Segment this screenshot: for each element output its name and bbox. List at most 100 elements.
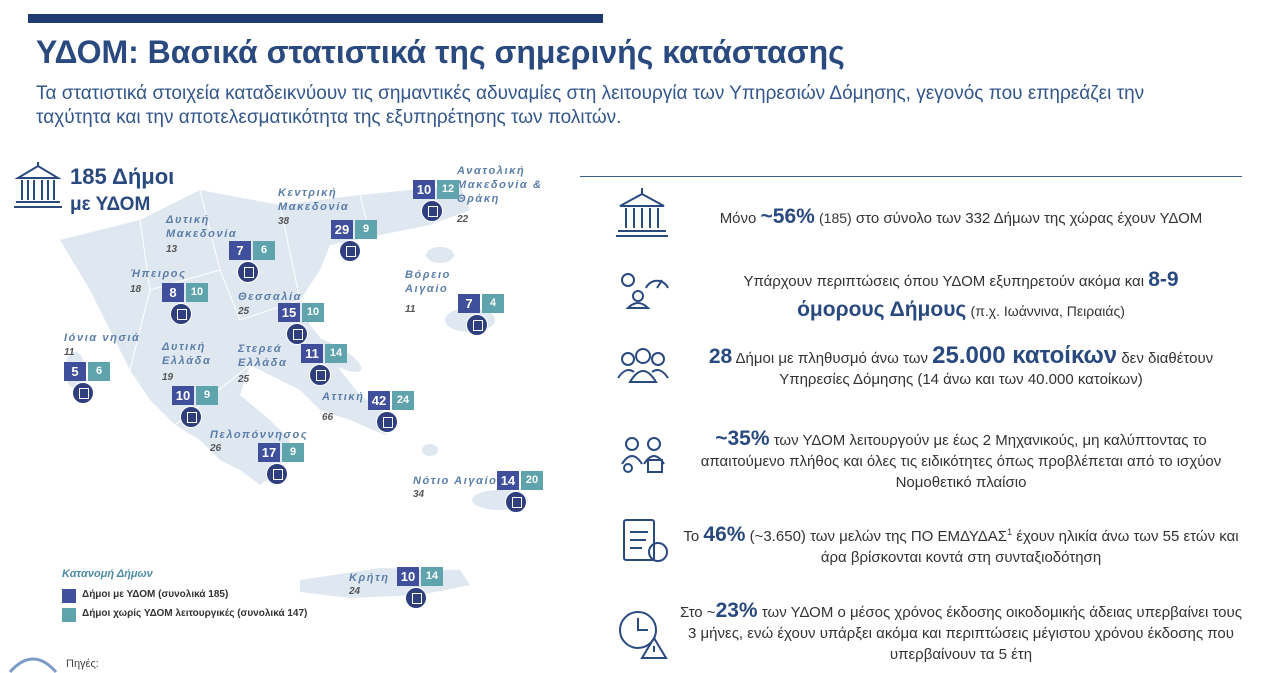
stat: Στο ~23% των ΥΔΟΜ ο μέσος χρόνος έκδοσης… xyxy=(676,600,1246,665)
stat-highlight: 25.000 κατοίκων xyxy=(932,342,1118,369)
count-without: 9 xyxy=(196,386,218,405)
region-counts: 10 12 xyxy=(413,180,459,199)
region-counts: 14 20 xyxy=(497,471,543,490)
region-name: Στερεά Ελλάδα xyxy=(238,343,288,369)
legend-item: Δήμοι με ΥΔΟΜ (συνολικά 185) xyxy=(62,589,322,603)
map-shape xyxy=(60,185,528,598)
region-icon xyxy=(405,587,427,609)
region-name: Κεντρική Μακεδονία xyxy=(278,187,350,213)
region-total: 11 xyxy=(64,347,75,358)
count-with: 11 xyxy=(301,344,323,363)
logo xyxy=(8,657,58,673)
headline-line: με ΥΔΟΜ xyxy=(70,194,151,215)
stat: 28 Δήμοι με πληθυσμό άνω των 25.000 κατο… xyxy=(676,342,1246,390)
stat-text: (~3.650) των μελών της ΠΟ ΕΜΔΥΔΑΣ xyxy=(749,528,1008,545)
region-name: Νότιο Αιγαίο xyxy=(413,475,498,487)
count-without: 9 xyxy=(282,443,304,462)
stat-icon xyxy=(623,519,668,562)
region-name: Αττική xyxy=(322,391,365,403)
island xyxy=(422,444,438,456)
stat-text: στο σύνολο των 332 Δήμων της χώρας έχουν… xyxy=(855,210,1203,227)
region-icon xyxy=(237,261,259,283)
region-icon xyxy=(180,406,202,428)
region-total: 38 xyxy=(278,216,290,227)
stat-highlight: ~35% xyxy=(715,427,770,450)
region-counts: 15 10 xyxy=(278,303,324,322)
region-counts: 42 24 xyxy=(368,391,414,410)
region-icon xyxy=(376,411,398,433)
region-name: Πελοπόννησος xyxy=(210,429,309,441)
count-with: 8 xyxy=(162,283,184,302)
region-total: 19 xyxy=(162,372,174,383)
count-without: 20 xyxy=(521,471,543,490)
count-without: 6 xyxy=(253,241,275,260)
divider xyxy=(580,176,1242,177)
count-without: 12 xyxy=(437,180,459,199)
count-with: 7 xyxy=(458,294,480,313)
stat-highlight: όμορους Δήμους xyxy=(797,298,967,321)
region-total: 25 xyxy=(238,374,250,385)
region-total: 13 xyxy=(166,244,178,255)
region-icon xyxy=(466,314,488,336)
legend-label: Δήμοι με ΥΔΟΜ (συνολικά 185) xyxy=(82,589,229,600)
count-without: 14 xyxy=(421,567,443,586)
stat-icon xyxy=(621,273,669,309)
region-counts: 8 10 xyxy=(162,283,208,302)
stat-highlight: 23% xyxy=(715,599,758,622)
region-name: Δυτική Ελλάδα xyxy=(162,341,212,367)
region-name: Δυτική Μακεδονία xyxy=(166,214,238,240)
count-without: 4 xyxy=(482,294,504,313)
count-without: 10 xyxy=(302,303,324,322)
count-without: 14 xyxy=(325,344,347,363)
footnote-mark: 1 xyxy=(1007,527,1013,537)
headline-line: 185 Δήμοι xyxy=(70,164,175,189)
region-counts: 17 9 xyxy=(258,443,304,462)
region-name: Ιόνια νησιά xyxy=(64,332,141,344)
legend-item: Δήμοι χωρίς ΥΔΟΜ λειτουργικές (συνολικά … xyxy=(62,608,322,622)
stat-icon xyxy=(617,348,669,383)
region-icon xyxy=(309,364,331,386)
stat-highlight: 46% xyxy=(703,523,746,546)
region-total: 25 xyxy=(238,306,250,317)
stat-text: δεν διαθέτουν Υπηρεσίες Δόμησης (14 άνω … xyxy=(779,350,1214,388)
stat-highlight: 8-9 xyxy=(1148,268,1179,291)
count-with: 10 xyxy=(397,567,419,586)
count-without: 24 xyxy=(392,391,414,410)
region-counts: 29 9 xyxy=(331,220,377,239)
mainland xyxy=(60,185,470,485)
stat-text: Μόνο xyxy=(719,210,757,227)
headline: 185 Δήμοι με ΥΔΟΜ xyxy=(70,163,174,219)
count-with: 29 xyxy=(331,220,353,239)
region-total: 22 xyxy=(457,214,469,225)
region-total: 11 xyxy=(405,304,416,315)
region-total: 24 xyxy=(349,586,361,597)
region-total: 34 xyxy=(413,489,425,500)
stat-icon xyxy=(621,437,665,473)
region-name: Ανατολική Μακεδονία & Θράκη xyxy=(457,165,543,205)
subtitle: Τα στατιστικά στοιχεία καταδεικνύουν τις… xyxy=(36,83,1145,128)
stat-text: (185) xyxy=(819,210,852,226)
count-with: 10 xyxy=(413,180,435,199)
region-icon xyxy=(421,200,443,222)
top-bar xyxy=(28,14,603,23)
stat: Μόνο ~56% (185) στο σύνολο των 332 Δήμων… xyxy=(676,206,1246,229)
region-icon xyxy=(505,491,527,513)
count-with: 14 xyxy=(497,471,519,490)
region-name: Βόρειο Αιγαίο xyxy=(405,269,451,295)
count-with: 15 xyxy=(278,303,300,322)
legend-label: Δήμοι χωρίς ΥΔΟΜ λειτουργικές (συνολικά … xyxy=(82,608,308,619)
region-counts: 10 9 xyxy=(172,386,218,405)
region-name: Ήπειρος xyxy=(130,268,187,280)
count-with: 10 xyxy=(172,386,194,405)
legend-swatch xyxy=(62,589,76,603)
stat-text: των ΥΔΟΜ ο μέσος χρόνος έκδοσης οικοδομι… xyxy=(688,604,1242,663)
stat-highlight: 28 xyxy=(708,345,733,368)
region-name: Κρήτη xyxy=(349,572,390,584)
stat-text: Δήμοι με πληθυσμό άνω των xyxy=(735,350,928,367)
stat-text: Στο ~ xyxy=(680,604,716,621)
